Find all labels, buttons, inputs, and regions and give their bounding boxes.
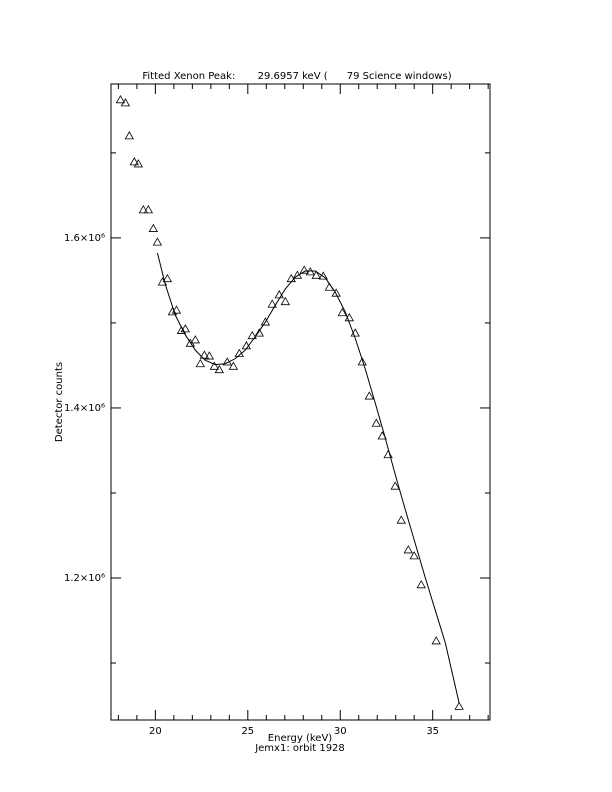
data-point [383,449,393,459]
data-point [403,545,413,554]
data-point [138,205,149,214]
data-point [214,364,225,374]
x-tick-label: 30 [334,726,347,737]
data-point [124,131,134,140]
data-point [409,551,419,560]
chart-title: Fitted Xenon Peak: 29.6957 keV ( 79 Scie… [142,71,451,82]
data-point [171,305,182,314]
data-point [247,330,257,340]
x-tick-label: 35 [426,726,439,737]
x-axis-label: Energy (keV) [268,733,333,744]
data-point [454,701,464,710]
data-point [115,95,126,104]
y-tick-label: 1.2×10⁶ [64,573,105,584]
data-point [162,273,173,283]
x-tick-label: 20 [149,726,162,737]
fit-line [156,252,460,704]
data-point [120,98,131,107]
data-point [299,265,309,274]
data-point [364,391,374,400]
data-point [416,580,426,589]
x-tick-label: 25 [241,726,254,737]
data-point [143,205,154,214]
data-point [390,481,400,490]
y-tick-label: 1.6×10⁶ [64,233,105,244]
data-point [331,288,341,297]
data-point [280,296,291,306]
data-point [195,358,205,368]
data-point [148,223,159,232]
data-point [209,361,220,370]
data-point [133,159,144,168]
data-point [254,328,264,337]
data-point [337,307,347,317]
data-point [371,418,381,427]
y-tick-label: 1.4×10⁶ [64,403,105,414]
chart-subtitle: Jemx1: orbit 1928 [254,743,345,754]
y-axis-label: Detector counts [54,362,65,442]
data-point [204,351,215,360]
data-point [267,299,277,308]
data-point [431,636,441,645]
data-point [228,361,239,370]
data-point [311,270,321,279]
data-point [129,157,139,166]
data-point [260,317,271,326]
data-point [199,350,210,359]
data-point [357,357,367,366]
data-point [396,515,406,524]
data-point [180,324,191,333]
data-point [152,237,163,246]
plot-frame [110,83,491,721]
data-point [190,335,200,344]
